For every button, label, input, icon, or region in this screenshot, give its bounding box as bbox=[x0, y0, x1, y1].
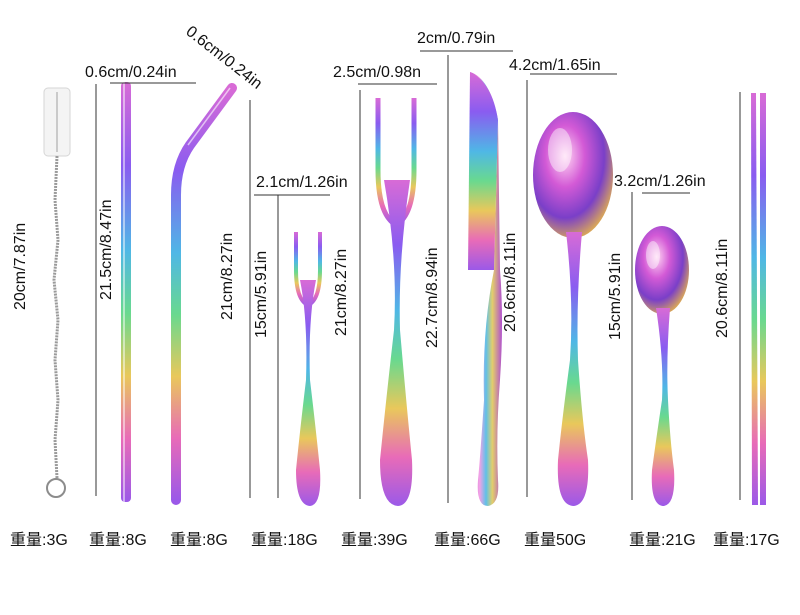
chopsticks bbox=[751, 93, 766, 505]
dinner-spoon-height-label: 20.6cm/8.11in bbox=[502, 232, 519, 332]
knife-weight: 重量:66G bbox=[434, 532, 501, 549]
brush-height-label: 20cm/7.87in bbox=[12, 222, 29, 310]
knife-height-label: 22.7cm/8.94in bbox=[424, 247, 441, 348]
bent-straw-height-label: 21cm/8.27in bbox=[219, 232, 236, 320]
bent-straw bbox=[171, 83, 237, 505]
straight-straw-height-label: 21.5cm/8.47in bbox=[98, 199, 115, 300]
small-fork-height-label: 15cm/5.91in bbox=[253, 250, 270, 338]
dinner-fork-weight: 重量:39G bbox=[341, 532, 408, 549]
small-spoon-height-label: 15cm/5.91in bbox=[607, 252, 624, 340]
small-spoon bbox=[635, 226, 689, 506]
knife bbox=[468, 72, 502, 506]
small-fork-width-label: 2.1cm/1.26in bbox=[256, 174, 348, 191]
small-fork bbox=[294, 232, 322, 506]
straight-straw-width-label: 0.6cm/0.24in bbox=[85, 64, 177, 81]
small-fork-weight: 重量:18G bbox=[251, 532, 318, 549]
small-spoon-weight: 重量:21G bbox=[629, 532, 696, 549]
bent-straw-weight: 重量:8G bbox=[170, 532, 228, 549]
dinner-fork bbox=[375, 96, 417, 506]
chopsticks-weight: 重量:17G bbox=[713, 532, 780, 549]
dinner-spoon-weight: 重量50G bbox=[524, 532, 587, 549]
straight-straw-weight: 重量:8G bbox=[89, 532, 147, 549]
knife-width-label: 2cm/0.79in bbox=[417, 30, 496, 47]
small-spoon-width-label: 3.2cm/1.26in bbox=[614, 173, 706, 190]
dinner-spoon bbox=[533, 112, 613, 506]
dinner-fork-width-label: 2.5cm/0.98n bbox=[333, 64, 422, 81]
straight-straw bbox=[121, 82, 131, 502]
chopsticks-height-label: 20.6cm/8.11in bbox=[714, 238, 731, 338]
brush-weight: 重量:3G bbox=[10, 532, 68, 549]
dinner-fork-height-label: 21cm/8.27in bbox=[333, 248, 350, 336]
cleaning-brush bbox=[43, 87, 71, 498]
dimension-lines bbox=[95, 50, 741, 503]
dinner-spoon-width-label: 4.2cm/1.65in bbox=[509, 57, 601, 74]
